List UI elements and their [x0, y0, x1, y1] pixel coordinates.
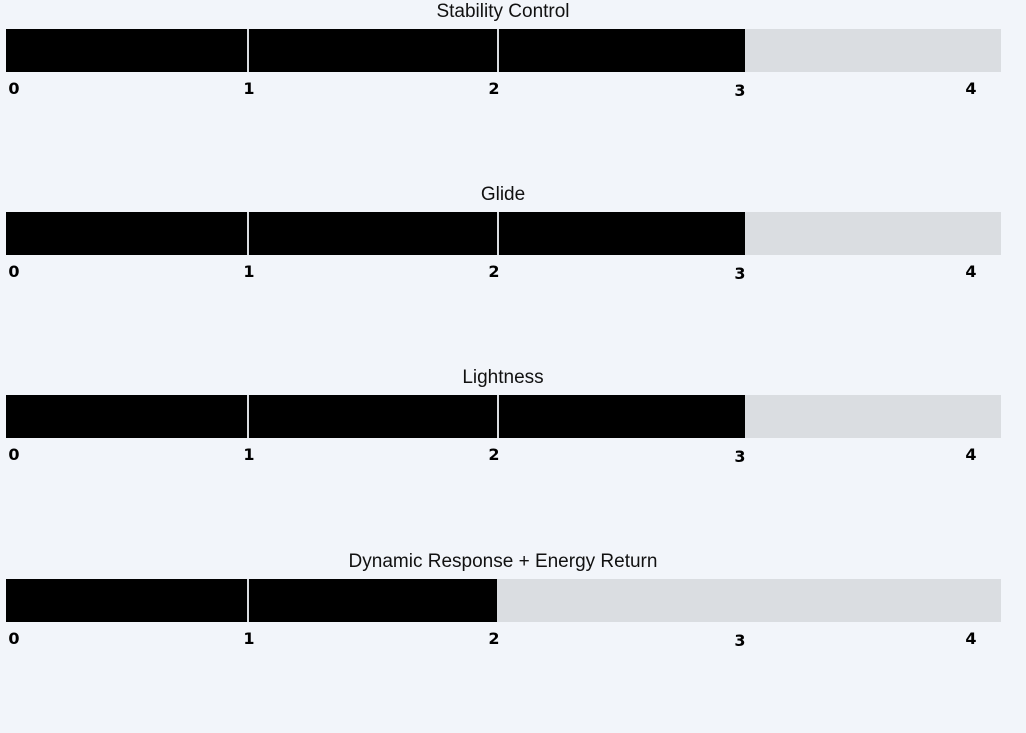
- metric-title: Dynamic Response + Energy Return: [348, 551, 658, 572]
- rating-metric: Glide 0 1 2 3 4: [0, 183, 1026, 366]
- tick-label: 0: [8, 262, 20, 281]
- tick-label: 4: [965, 629, 977, 648]
- tick-label: 1: [243, 79, 255, 98]
- tick-label: 3: [734, 447, 746, 466]
- tick-label: 3: [734, 631, 746, 650]
- rating-segment: [499, 29, 745, 72]
- tick-label: 1: [243, 262, 255, 281]
- rating-track: [6, 29, 1001, 72]
- tick-label: 4: [965, 262, 977, 281]
- tick-label: 1: [243, 629, 255, 648]
- rating-segment: [6, 29, 247, 72]
- rating-segment: [499, 395, 745, 438]
- rating-track: [6, 395, 1001, 438]
- metric-title: Lightness: [462, 367, 544, 388]
- rating-segment: [499, 212, 745, 255]
- tick-label: 2: [488, 445, 500, 464]
- metric-title: Stability Control: [436, 1, 570, 22]
- rating-metric: Dynamic Response + Energy Return 0 1 2 3 4: [0, 550, 1026, 733]
- rating-segment: [6, 212, 247, 255]
- tick-label: 2: [488, 79, 500, 98]
- tick-label: 4: [965, 445, 977, 464]
- rating-segment: [6, 395, 247, 438]
- rating-track: [6, 212, 1001, 255]
- tick-label: 0: [8, 445, 20, 464]
- metric-title: Glide: [480, 184, 526, 205]
- rating-segment: [249, 395, 497, 438]
- tick-label: 4: [965, 79, 977, 98]
- tick-label: 3: [734, 81, 746, 100]
- tick-label: 3: [734, 264, 746, 283]
- rating-metric: Stability Control 0 1 2 3 4: [0, 0, 1026, 183]
- rating-segment: [6, 579, 247, 622]
- rating-segment: [249, 579, 497, 622]
- tick-label: 2: [488, 629, 500, 648]
- rating-segment: [249, 212, 497, 255]
- tick-label: 0: [8, 79, 20, 98]
- rating-track: [6, 579, 1001, 622]
- tick-label: 2: [488, 262, 500, 281]
- rating-segment: [249, 29, 497, 72]
- tick-label: 0: [8, 629, 20, 648]
- tick-label: 1: [243, 445, 255, 464]
- rating-metric: Lightness 0 1 2 3 4: [0, 366, 1026, 549]
